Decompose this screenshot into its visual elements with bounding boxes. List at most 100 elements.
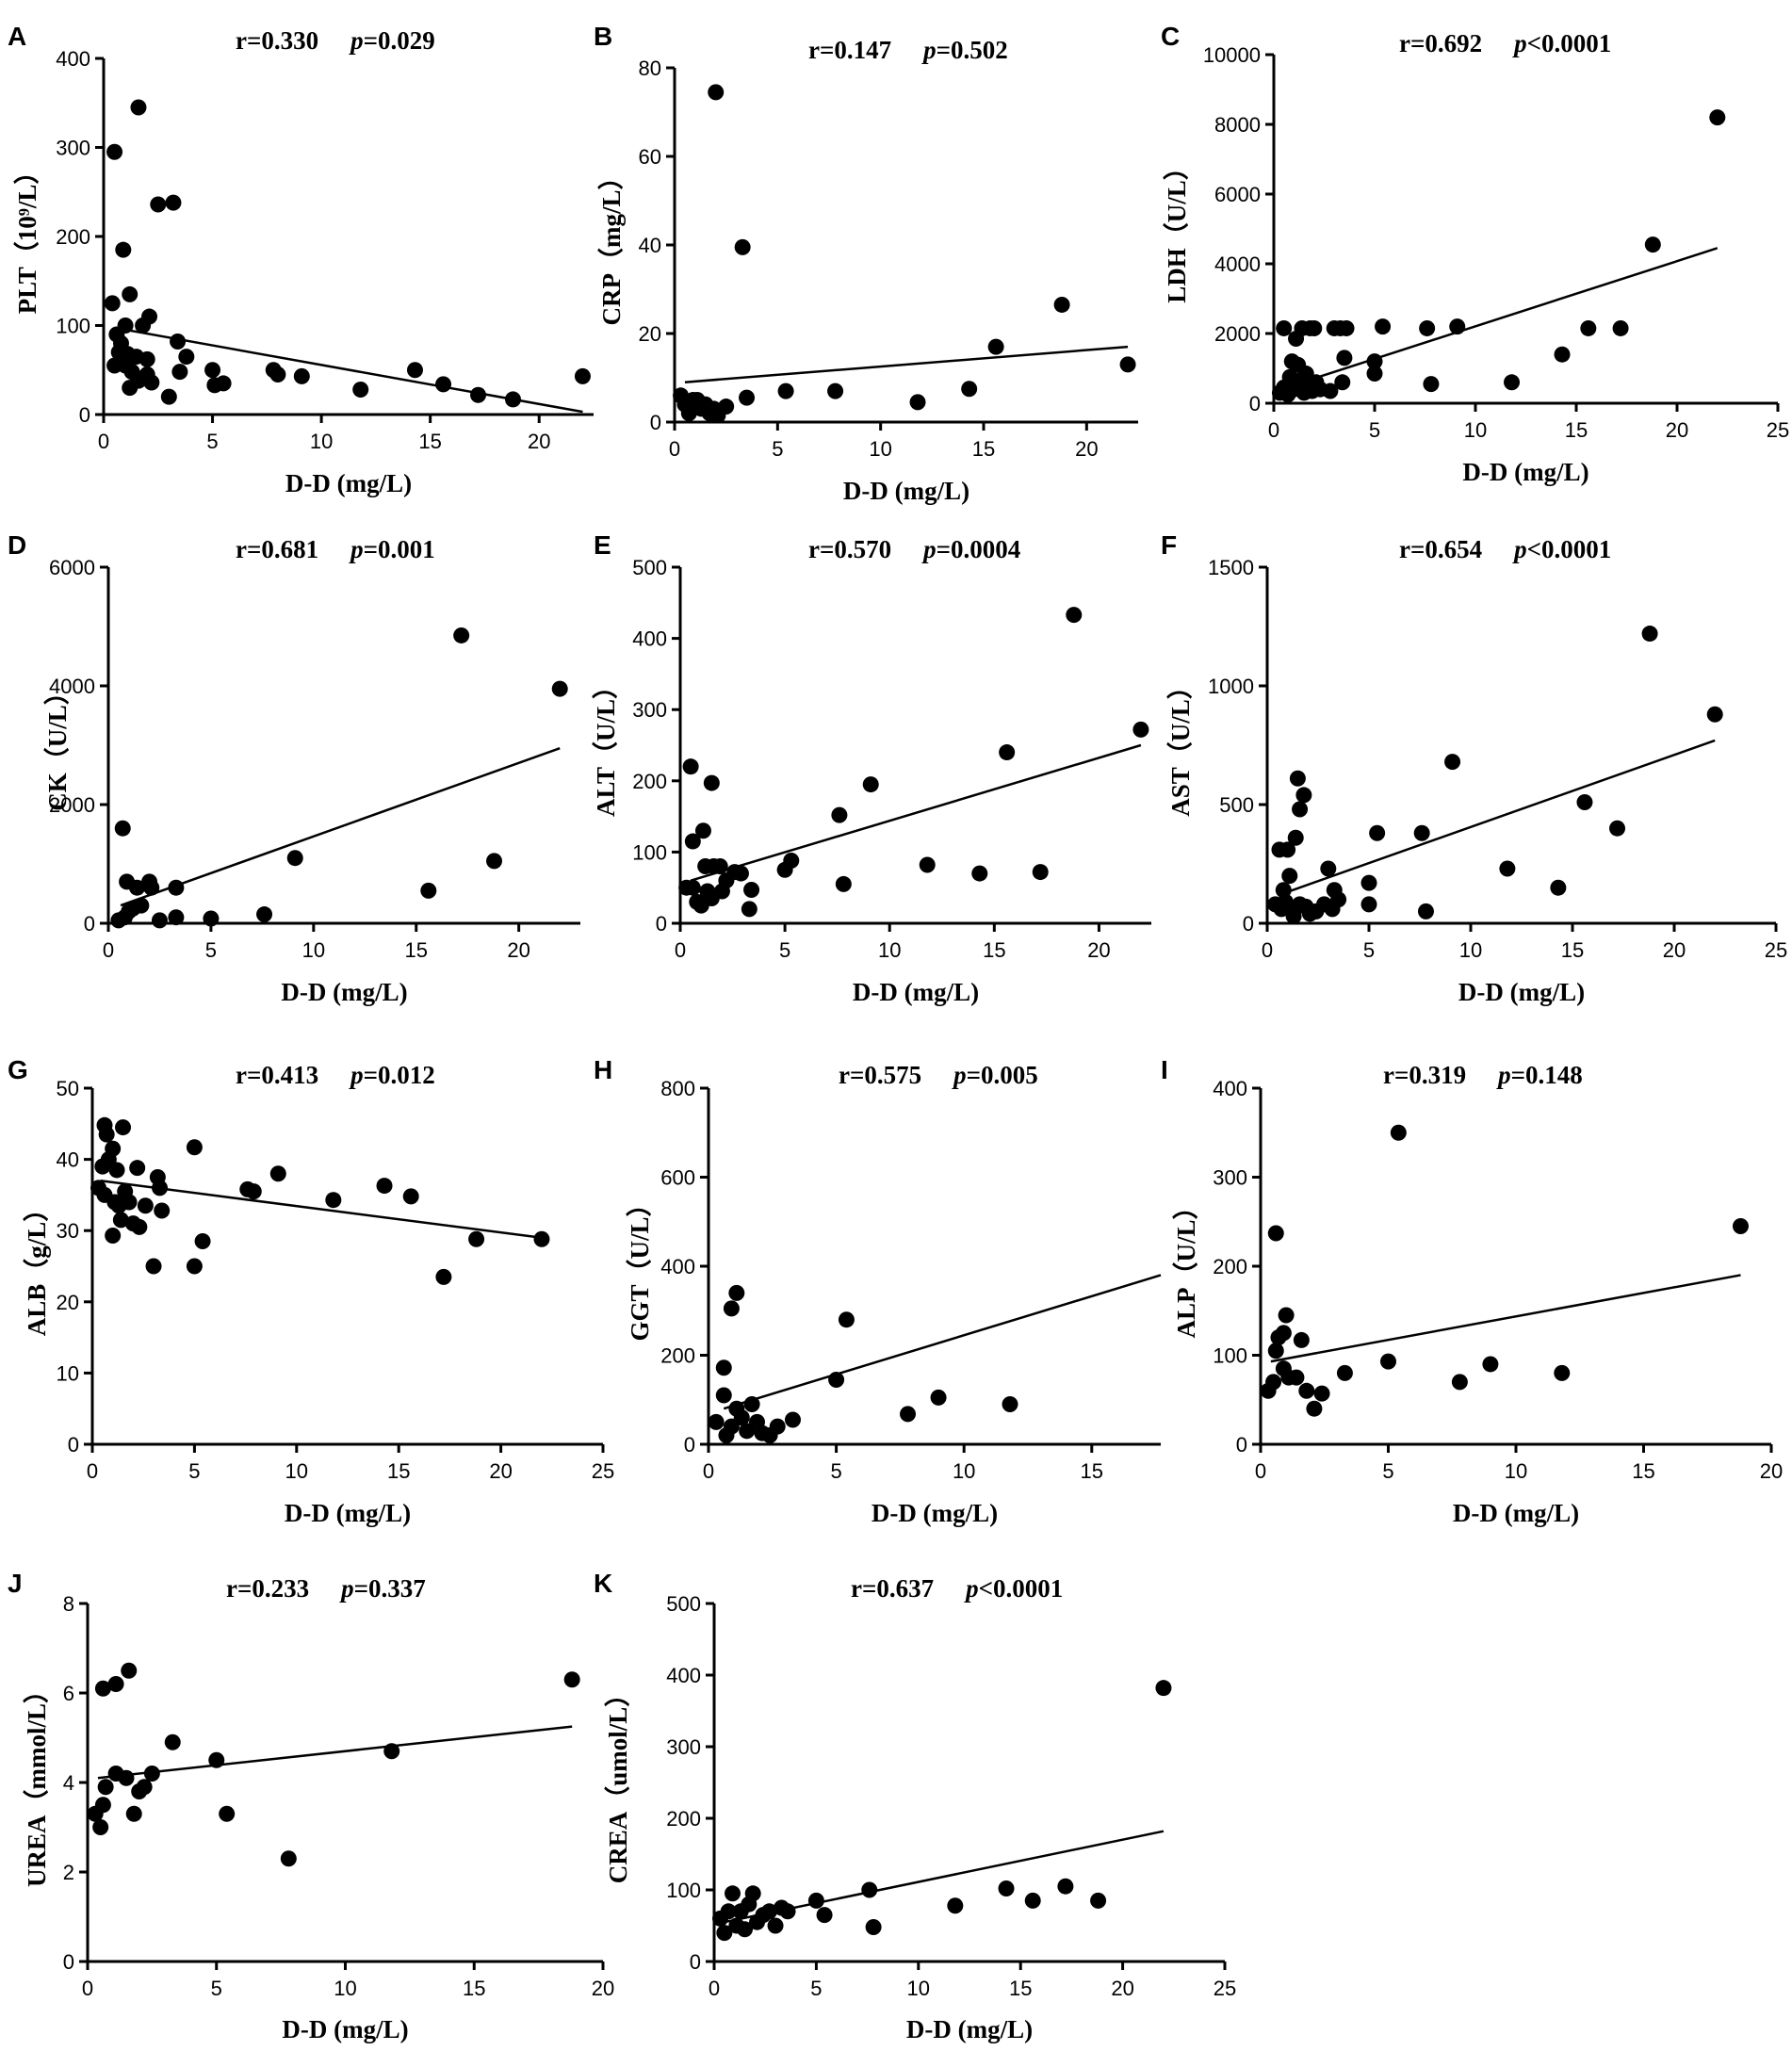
p-value: <0.0001 bbox=[1527, 535, 1612, 563]
data-point bbox=[504, 391, 521, 408]
x-tick-label: 20 bbox=[1075, 437, 1098, 461]
data-point bbox=[376, 1178, 393, 1195]
x-tick-label: 0 bbox=[709, 1977, 720, 2000]
data-point bbox=[1419, 319, 1436, 336]
data-point bbox=[115, 241, 132, 258]
data-point bbox=[325, 1192, 342, 1209]
data-point bbox=[563, 1671, 580, 1688]
r-value: r=0.681 bbox=[236, 535, 318, 563]
data-point bbox=[1293, 1331, 1310, 1348]
y-tick-label: 6 bbox=[63, 1682, 74, 1705]
data-point bbox=[865, 1919, 882, 1936]
data-point bbox=[961, 381, 978, 398]
data-point bbox=[280, 1850, 297, 1867]
y-axis-label: CREA（umol/L） bbox=[604, 1682, 632, 1884]
x-tick-label: 15 bbox=[972, 437, 995, 461]
panel-letter: G bbox=[8, 1055, 28, 1084]
data-point bbox=[104, 295, 121, 312]
data-point bbox=[1275, 882, 1292, 899]
p-label: p bbox=[1512, 535, 1527, 563]
x-tick-label: 10 bbox=[310, 430, 333, 453]
y-tick-label: 0 bbox=[690, 1950, 701, 1974]
regression-line bbox=[723, 1274, 1162, 1410]
x-tick-label: 10 bbox=[869, 437, 891, 461]
data-point bbox=[1276, 319, 1293, 336]
data-point bbox=[769, 1418, 786, 1435]
p-label: p bbox=[952, 1061, 967, 1089]
data-point bbox=[1417, 903, 1434, 920]
x-axis-label: D-D (mg/L) bbox=[1453, 1499, 1579, 1527]
x-tick-label: 25 bbox=[1765, 938, 1787, 962]
x-tick-label: 15 bbox=[1561, 938, 1584, 962]
y-tick-label: 40 bbox=[639, 234, 661, 257]
data-point bbox=[165, 194, 182, 211]
y-axis-label: GGT（U/L） bbox=[626, 1191, 654, 1341]
panel-letter: K bbox=[594, 1569, 612, 1598]
y-tick-label: 2000 bbox=[1214, 322, 1261, 346]
p-value: =0.337 bbox=[354, 1574, 426, 1603]
y-tick-label: 500 bbox=[632, 556, 667, 579]
data-point bbox=[1449, 318, 1466, 335]
data-point bbox=[930, 1389, 947, 1406]
data-point bbox=[178, 349, 195, 366]
data-point bbox=[94, 1680, 111, 1697]
data-point bbox=[716, 1925, 733, 1942]
data-point bbox=[92, 1819, 109, 1835]
regression-line bbox=[100, 1180, 543, 1239]
x-tick-label: 0 bbox=[98, 430, 109, 453]
y-tick-label: 0 bbox=[68, 1433, 79, 1457]
data-point bbox=[186, 1258, 203, 1275]
x-tick-label: 10 bbox=[907, 1977, 930, 2000]
x-tick-label: 10 bbox=[285, 1459, 308, 1483]
data-point bbox=[138, 350, 155, 367]
data-point bbox=[245, 1183, 262, 1200]
data-point bbox=[1644, 236, 1661, 253]
data-point bbox=[711, 858, 728, 875]
correlation-stat: r=0.681 p=0.001 bbox=[236, 535, 435, 563]
data-point bbox=[783, 852, 800, 869]
x-tick-label: 10 bbox=[1464, 418, 1487, 442]
r-value: r=0.654 bbox=[1399, 535, 1482, 563]
data-point bbox=[435, 376, 452, 393]
data-point bbox=[1423, 376, 1440, 393]
data-point bbox=[743, 1395, 760, 1412]
data-point bbox=[1287, 829, 1304, 846]
r-value: r=0.233 bbox=[226, 1574, 309, 1603]
data-point bbox=[909, 394, 926, 411]
x-tick-label: 5 bbox=[810, 1977, 822, 2000]
data-point bbox=[1451, 1374, 1468, 1391]
data-point bbox=[115, 1119, 132, 1136]
x-tick-label: 15 bbox=[404, 938, 427, 962]
data-point bbox=[286, 850, 303, 867]
x-tick-label: 15 bbox=[387, 1459, 410, 1483]
y-axis-label: UREA（mmol/L） bbox=[23, 1678, 51, 1887]
data-point bbox=[122, 285, 138, 302]
data-point bbox=[1024, 1892, 1041, 1909]
y-tick-label: 100 bbox=[666, 1879, 701, 1902]
data-point bbox=[215, 375, 232, 392]
y-tick-label: 50 bbox=[57, 1077, 79, 1100]
data-point bbox=[743, 881, 760, 898]
y-tick-label: 0 bbox=[656, 912, 667, 936]
p-value: =0.005 bbox=[967, 1061, 1038, 1089]
data-point bbox=[105, 1227, 122, 1244]
data-point bbox=[1288, 1369, 1305, 1386]
data-point bbox=[150, 196, 167, 213]
data-point bbox=[725, 1885, 741, 1902]
data-point bbox=[728, 1284, 745, 1301]
y-tick-label: 0 bbox=[79, 403, 90, 427]
data-point bbox=[143, 879, 160, 896]
data-point bbox=[154, 1202, 171, 1219]
y-tick-label: 30 bbox=[57, 1219, 79, 1243]
data-point bbox=[1057, 1878, 1074, 1895]
data-point bbox=[1324, 901, 1341, 918]
x-tick-label: 0 bbox=[1255, 1459, 1266, 1483]
data-point bbox=[269, 366, 286, 383]
data-point bbox=[1641, 626, 1658, 643]
data-point bbox=[1320, 860, 1337, 877]
data-point bbox=[777, 383, 794, 399]
data-point bbox=[106, 143, 123, 160]
x-tick-label: 25 bbox=[1214, 1977, 1236, 2000]
data-point bbox=[1554, 346, 1571, 363]
